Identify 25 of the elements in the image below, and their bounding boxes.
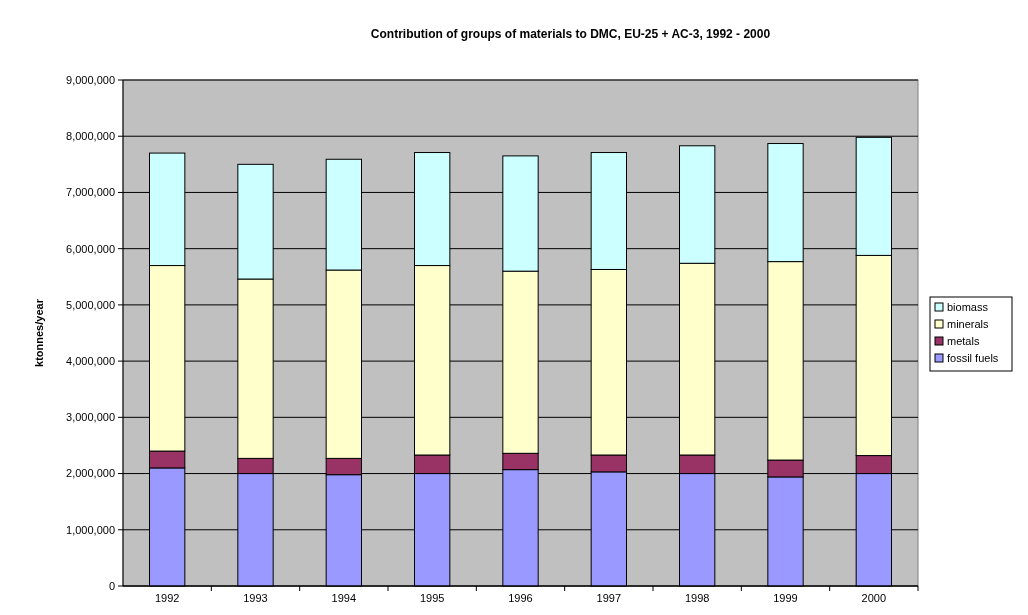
legend-label: metals [947,334,980,347]
y-tick-label: 8,000,000 [66,130,115,143]
y-tick-label: 7,000,000 [66,186,115,199]
y-tick-label: 6,000,000 [66,242,115,255]
x-tick-label: 2000 [861,592,887,604]
y-tick-label: 3,000,000 [66,411,115,424]
x-tick-label: 1997 [596,592,622,604]
y-tick-label: 2,000,000 [66,467,115,480]
legend-label: minerals [947,317,990,330]
chart-title: Contribution of groups of materials to DMC, EU-25 + AC-3, 1992 - 2000 [370,27,771,41]
y-tick-label: 9,000,000 [66,73,115,86]
x-tick-label: 1999 [773,592,798,604]
legend-label: fossil fuels [947,351,999,364]
x-tick-label: 1993 [243,592,268,604]
x-tick-label: 1994 [331,592,357,604]
y-tick-label: 4,000,000 [66,354,115,367]
x-tick-label: 1996 [508,592,533,604]
y-tick-label: 0 [108,579,115,592]
x-tick-label: 1995 [419,592,445,604]
x-tick-label: 1992 [154,592,180,604]
x-tick-label: 1998 [684,592,710,604]
y-axis-title: ktonnes/year [33,298,45,367]
y-tick-label: 1,000,000 [66,523,115,536]
legend-label: biomass [947,300,989,313]
y-tick-label: 5,000,000 [66,298,115,311]
